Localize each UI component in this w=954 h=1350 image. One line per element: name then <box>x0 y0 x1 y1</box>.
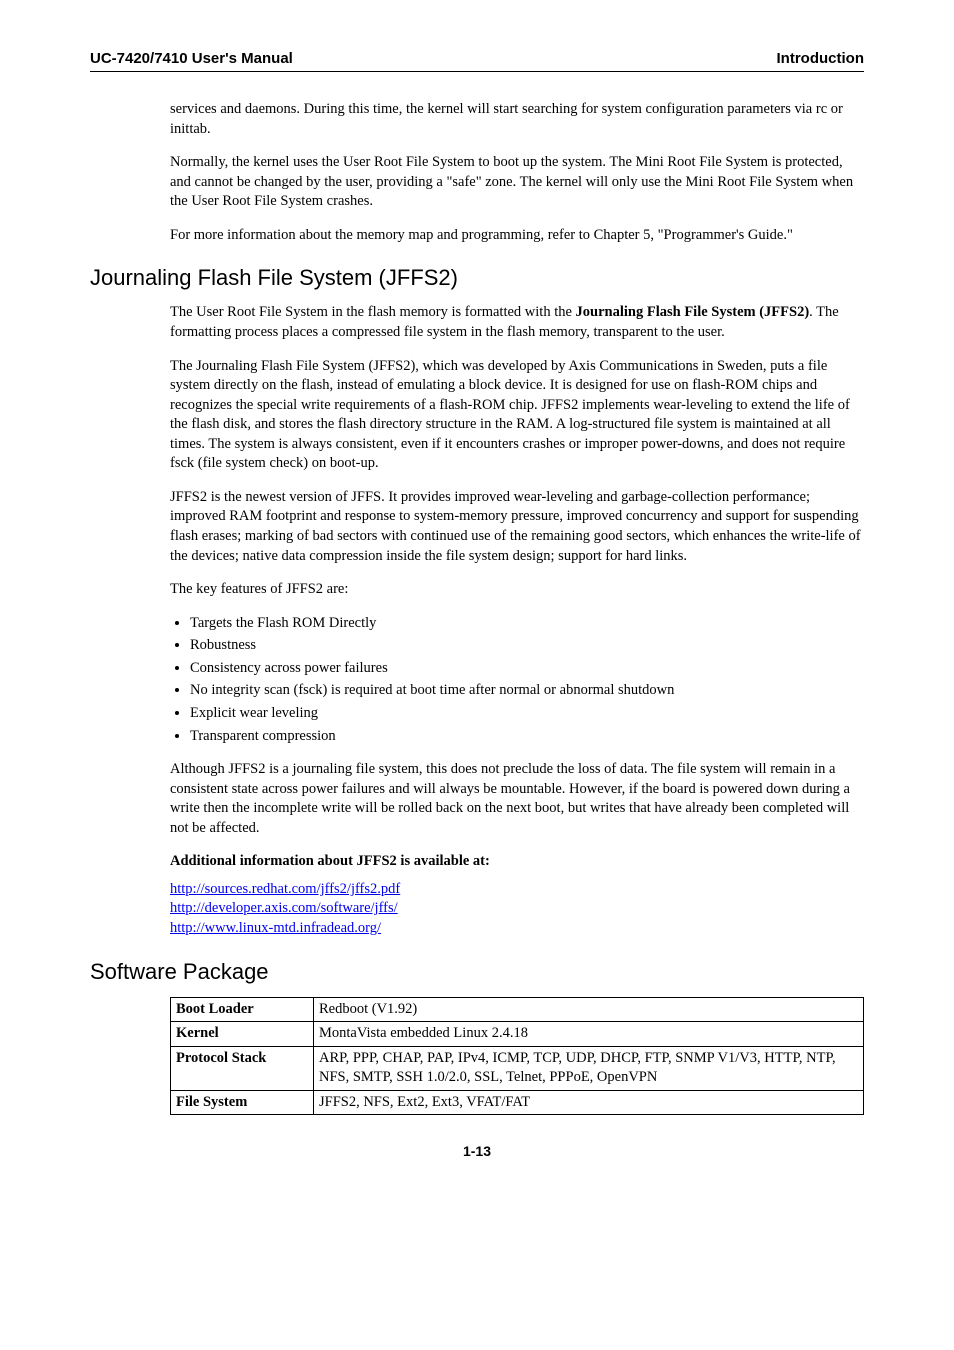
intro-block: services and daemons. During this time, … <box>170 100 864 245</box>
link-linux-mtd[interactable]: http://www.linux-mtd.infradead.org/ <box>170 920 381 936</box>
cell-value: JFFS2, NFS, Ext2, Ext3, VFAT/FAT <box>314 1090 864 1115</box>
jffs2-p5: Although JFFS2 is a journaling file syst… <box>170 760 864 838</box>
software-heading: Software Package <box>90 959 864 985</box>
table-row: Boot Loader Redboot (V1.92) <box>171 997 864 1022</box>
cell-label: Boot Loader <box>171 997 314 1022</box>
cell-value: ARP, PPP, CHAP, PAP, IPv4, ICMP, TCP, UD… <box>314 1046 864 1090</box>
page-header: UC-7420/7410 User's Manual Introduction <box>90 50 864 72</box>
link-jffs2-pdf[interactable]: http://sources.redhat.com/jffs2/jffs2.pd… <box>170 881 400 897</box>
software-block: Boot Loader Redboot (V1.92) Kernel Monta… <box>170 997 864 1116</box>
page-number: 1-13 <box>90 1143 864 1159</box>
link-axis[interactable]: http://developer.axis.com/software/jffs/ <box>170 900 398 916</box>
table-row: Protocol Stack ARP, PPP, CHAP, PAP, IPv4… <box>171 1046 864 1090</box>
header-left: UC-7420/7410 User's Manual <box>90 50 293 67</box>
cell-label: Kernel <box>171 1022 314 1047</box>
jffs2-p3: JFFS2 is the newest version of JFFS. It … <box>170 488 864 566</box>
header-right: Introduction <box>777 50 864 67</box>
jffs2-heading: Journaling Flash File System (JFFS2) <box>90 265 864 291</box>
bullet-item: Targets the Flash ROM Directly <box>190 614 864 634</box>
jffs2-p1b: Journaling Flash File System (JFFS2) <box>576 304 810 320</box>
jffs2-bullets: Targets the Flash ROM Directly Robustnes… <box>170 614 864 746</box>
intro-p1: services and daemons. During this time, … <box>170 100 864 139</box>
table-row: Kernel MontaVista embedded Linux 2.4.18 <box>171 1022 864 1047</box>
addl-info-heading: Additional information about JFFS2 is av… <box>170 852 864 872</box>
software-table: Boot Loader Redboot (V1.92) Kernel Monta… <box>170 997 864 1116</box>
bullet-item: Robustness <box>190 636 864 656</box>
cell-label: Protocol Stack <box>171 1046 314 1090</box>
cell-value: MontaVista embedded Linux 2.4.18 <box>314 1022 864 1047</box>
cell-label: File System <box>171 1090 314 1115</box>
table-row: File System JFFS2, NFS, Ext2, Ext3, VFAT… <box>171 1090 864 1115</box>
bullet-item: Explicit wear leveling <box>190 704 864 724</box>
bullet-item: Consistency across power failures <box>190 659 864 679</box>
intro-p2: Normally, the kernel uses the User Root … <box>170 153 864 212</box>
jffs2-block: The User Root File System in the flash m… <box>170 303 864 938</box>
bullet-item: No integrity scan (fsck) is required at … <box>190 681 864 701</box>
jffs2-p1a: The User Root File System in the flash m… <box>170 304 576 320</box>
intro-p3: For more information about the memory ma… <box>170 226 864 246</box>
jffs2-p2: The Journaling Flash File System (JFFS2)… <box>170 357 864 474</box>
bullet-item: Transparent compression <box>190 727 864 747</box>
jffs2-p1: The User Root File System in the flash m… <box>170 303 864 342</box>
links-block: http://sources.redhat.com/jffs2/jffs2.pd… <box>170 880 864 939</box>
cell-value: Redboot (V1.92) <box>314 997 864 1022</box>
jffs2-p4: The key features of JFFS2 are: <box>170 580 864 600</box>
